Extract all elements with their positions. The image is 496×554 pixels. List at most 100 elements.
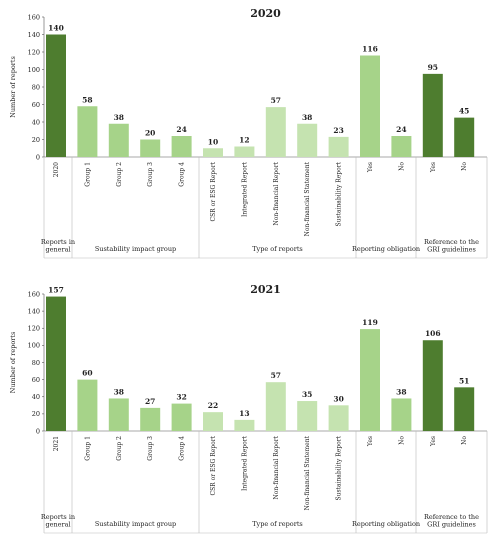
data-label: 119 <box>362 318 378 327</box>
x-tick-label: No <box>461 162 468 171</box>
data-label: 38 <box>114 387 124 396</box>
x-tick-label: 2020 <box>53 162 60 177</box>
y-tick-label: 80 <box>32 83 40 91</box>
x-tick-label: Group 4 <box>179 162 186 187</box>
data-label: 22 <box>208 401 218 410</box>
x-tick-label: Integrated Report <box>241 161 248 217</box>
bar <box>171 403 192 431</box>
group-label: Reference to the GRI guidelines <box>424 238 479 254</box>
bar <box>140 407 161 431</box>
x-tick-label: CSR or ESG Report <box>210 435 217 495</box>
data-label: 35 <box>302 390 312 399</box>
x-tick-label: No <box>398 162 405 171</box>
y-axis-label: Number of reports <box>9 332 17 394</box>
data-label: 60 <box>82 369 92 378</box>
data-label: 12 <box>239 136 249 145</box>
data-label: 95 <box>428 63 438 72</box>
y-tick-label: 40 <box>32 393 40 401</box>
y-tick-label: 60 <box>32 376 40 384</box>
data-label: 51 <box>459 376 469 385</box>
group-label: Reporting obligation <box>352 245 420 253</box>
group-label: Sustability impact group <box>95 520 176 528</box>
chart-title: 2021 <box>250 283 281 296</box>
bar <box>360 55 380 157</box>
x-tick-label: Group 3 <box>147 162 154 187</box>
group-label: Reports in general <box>41 513 75 529</box>
x-tick-label: Yes <box>430 162 437 173</box>
x-tick-label: Yes <box>367 162 374 173</box>
data-label: 38 <box>114 113 124 122</box>
x-tick-label: Group 2 <box>116 436 123 461</box>
x-tick-label: Sustainability Report <box>336 161 343 226</box>
bar <box>360 329 380 431</box>
x-tick-label: Group 4 <box>179 436 186 461</box>
chart-title: 2020 <box>250 7 281 20</box>
bar <box>234 146 255 157</box>
x-tick-label: Sustainability Report <box>336 435 343 500</box>
bar <box>108 398 129 431</box>
x-tick-label: Yes <box>367 436 374 447</box>
data-label: 24 <box>396 125 406 134</box>
bar <box>77 379 98 431</box>
bar <box>203 412 223 431</box>
bar <box>391 398 412 431</box>
group-label: Reporting obligation <box>352 520 420 528</box>
data-label: 30 <box>333 394 343 403</box>
x-tick-label: Integrated Report <box>241 435 248 491</box>
data-label: 38 <box>302 113 312 122</box>
y-tick-label: 100 <box>28 342 40 350</box>
x-tick-label: Group 1 <box>84 162 91 187</box>
y-axis-label: Number of reports <box>9 56 17 118</box>
data-label: 27 <box>145 397 155 406</box>
data-label: 32 <box>176 393 186 402</box>
bar <box>454 117 475 157</box>
data-label: 140 <box>48 24 64 33</box>
data-label: 57 <box>271 96 281 105</box>
data-label: 106 <box>425 329 441 338</box>
data-label: 10 <box>208 137 218 146</box>
bar <box>328 136 349 157</box>
data-label: 116 <box>362 45 378 54</box>
y-tick-label: 80 <box>32 359 40 367</box>
group-label: Sustability impact group <box>95 245 176 253</box>
y-tick-label: 0 <box>36 427 40 435</box>
chart-panel-2020: 2020 0 20 40 60 80 100 120 140 160 Number of repor… <box>9 7 488 259</box>
group-label: Type of reports <box>252 245 303 253</box>
y-tick-label: 20 <box>32 410 40 418</box>
bar <box>46 296 66 431</box>
x-tick-label: CSR or ESG Report <box>210 161 217 221</box>
group-label: Reports in general <box>41 238 75 254</box>
bar <box>422 73 443 157</box>
y-tick-label: 100 <box>28 66 40 74</box>
data-label: 45 <box>459 107 469 116</box>
bar <box>265 382 286 431</box>
bar <box>108 123 129 157</box>
y-tick-label: 40 <box>32 118 40 126</box>
bar <box>77 106 98 157</box>
y-tick-label: 140 <box>28 31 40 39</box>
x-tick-label: Group 2 <box>116 162 123 187</box>
bar <box>328 405 349 431</box>
data-label: 13 <box>239 409 249 418</box>
y-tick-label: 20 <box>32 136 40 144</box>
bar <box>297 401 318 431</box>
x-tick-label: Non-financial Report <box>273 435 280 499</box>
y-tick-label: 160 <box>28 13 40 21</box>
bar <box>297 123 318 157</box>
data-label: 24 <box>176 125 186 134</box>
data-label: 57 <box>271 371 281 380</box>
y-tick-label: 120 <box>28 325 40 333</box>
x-tick-label: Yes <box>430 436 437 447</box>
x-tick-label: Non-financial Report <box>273 161 280 225</box>
bar <box>265 107 286 157</box>
chart-panel-2021: 2021 0 20 40 60 80 100 120 140 160 Number of repor… <box>9 283 488 534</box>
y-tick-label: 160 <box>28 290 40 298</box>
bar <box>203 148 223 157</box>
y-tick-label: 120 <box>28 48 40 56</box>
bar <box>454 387 475 431</box>
y-tick-label: 0 <box>36 153 40 161</box>
y-tick-label: 60 <box>32 101 40 109</box>
data-label: 20 <box>145 129 155 138</box>
